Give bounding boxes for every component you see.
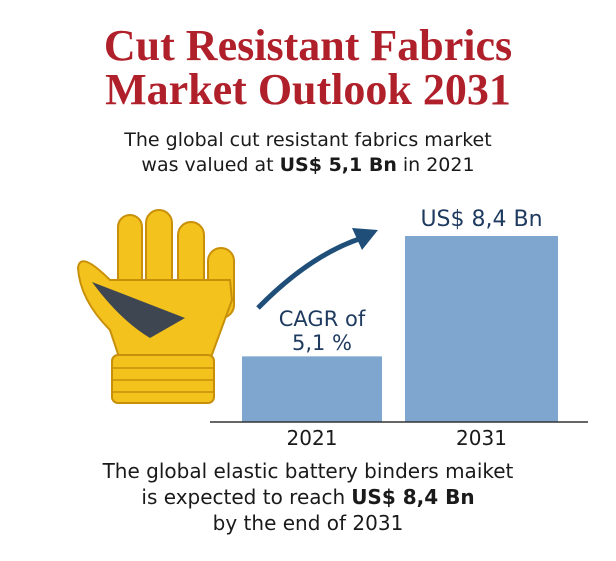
bar xyxy=(242,356,382,422)
chart-title: Cut Resistant Fabrics Market Outlook 203… xyxy=(103,21,513,114)
x-tick-label: 2021 xyxy=(287,426,338,450)
subtitle-text: in 2021 xyxy=(403,154,475,176)
subtitle-text: The global cut resistant fabrics market xyxy=(123,129,491,151)
glove xyxy=(76,209,235,404)
footer-bold: US$ 8,4 Bn xyxy=(351,485,474,509)
subtitle: was valued at US$ 5,1 Bn in 2021 xyxy=(141,154,474,176)
arrow-head xyxy=(352,228,378,250)
plot-area: 2021 2031 US$ 8,4 Bn xyxy=(242,207,558,450)
annotation: 5,1 % xyxy=(292,331,352,355)
footer-text: by the end of 2031 xyxy=(213,511,404,535)
arrow xyxy=(256,235,363,310)
value-label: US$ 8,4 Bn xyxy=(420,207,542,232)
footer-text: is expected to reach xyxy=(141,485,345,509)
subtitle-bold: US$ 5,1 Bn xyxy=(280,154,397,176)
x-tick-label: 2031 xyxy=(456,426,507,450)
footer: The global elastic battery binders maike… xyxy=(102,459,514,483)
footer: by the end of 2031 xyxy=(213,511,404,535)
footer-text: The global elastic battery binders maike… xyxy=(102,459,514,483)
bar xyxy=(405,236,558,422)
footer: is expected to reach US$ 8,4 Bn xyxy=(141,485,474,509)
subtitle-text: was valued at xyxy=(141,154,273,176)
annotation: CAGR of xyxy=(279,307,366,331)
subtitle: The global cut resistant fabrics market xyxy=(123,129,491,151)
